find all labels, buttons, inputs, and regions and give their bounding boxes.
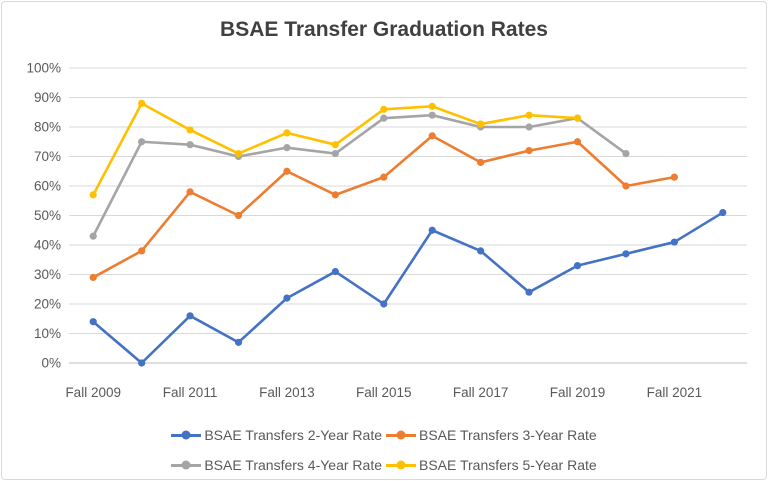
- data-point-marker: [622, 250, 630, 258]
- data-point-marker: [670, 238, 678, 246]
- data-point-marker: [234, 149, 243, 158]
- data-point-marker: [89, 318, 97, 326]
- data-point-marker: [138, 99, 146, 107]
- data-point-marker: [525, 288, 533, 296]
- data-point-marker: [186, 141, 194, 149]
- data-point-marker: [622, 149, 630, 158]
- legend-line-marker-icon: [171, 433, 202, 437]
- x-tick-label: Fall 2021: [647, 385, 703, 400]
- legend-label: BSAE Transfers 3-Year Rate: [419, 427, 597, 443]
- data-point-marker: [477, 247, 485, 255]
- data-point-marker: [283, 294, 291, 302]
- data-point-marker: [525, 147, 533, 155]
- x-tick-label: Fall 2017: [453, 385, 509, 400]
- y-tick-label: 50%: [34, 208, 61, 223]
- legend-row: BSAE Transfers 2-Year Rate BSAE Transfers…: [171, 421, 597, 449]
- data-point-marker: [428, 111, 436, 119]
- data-point-marker: [573, 262, 582, 270]
- data-point-marker: [283, 129, 291, 137]
- y-tick-label: 70%: [34, 149, 61, 164]
- chart-title: BSAE Transfer Graduation Rates: [220, 18, 548, 41]
- y-tick-label: 30%: [34, 267, 61, 282]
- data-point-marker: [89, 191, 97, 199]
- data-point-marker: [331, 267, 339, 276]
- x-tick-label: Fall 2013: [259, 385, 315, 400]
- legend-item: BSAE Transfers 5-Year Rate: [386, 457, 597, 473]
- legend: BSAE Transfers 2-Year Rate BSAE Transfers…: [2, 421, 766, 479]
- data-point-marker: [331, 191, 339, 199]
- data-point-marker: [428, 102, 436, 110]
- data-point-marker: [380, 173, 388, 181]
- legend-line-marker-icon: [386, 463, 416, 467]
- x-tick-label: Fall 2019: [550, 385, 606, 400]
- legend-row: BSAE Transfers 4-Year Rate BSAE Transfers…: [171, 451, 597, 479]
- legend-label: BSAE Transfers 2-Year Rate: [204, 427, 382, 443]
- data-point-marker: [428, 226, 436, 234]
- legend-label: BSAE Transfers 5-Year Rate: [419, 457, 597, 473]
- series-line: [91, 102, 579, 197]
- data-point-marker: [525, 111, 533, 119]
- data-point-marker: [89, 273, 97, 282]
- x-tick-label: Fall 2015: [356, 385, 412, 400]
- series-line: [91, 134, 676, 279]
- data-point-marker: [138, 247, 146, 255]
- y-tick-label: 20%: [34, 297, 61, 312]
- data-point-marker: [186, 188, 194, 196]
- data-point-marker: [283, 167, 291, 175]
- data-point-marker: [283, 144, 291, 152]
- x-tick-label: Fall 2009: [65, 385, 121, 400]
- data-point-marker: [331, 149, 339, 158]
- data-point-marker: [428, 132, 436, 140]
- y-tick-label: 100%: [26, 61, 61, 76]
- legend-label: BSAE Transfers 4-Year Rate: [204, 457, 382, 473]
- legend-line-marker-icon: [386, 433, 416, 437]
- y-tick-label: 90%: [34, 90, 61, 105]
- data-point-marker: [234, 338, 243, 346]
- data-point-marker: [525, 123, 533, 131]
- data-point-marker: [670, 173, 678, 181]
- data-point-marker: [138, 359, 146, 367]
- data-point-marker: [477, 120, 485, 128]
- y-tick-label: 80%: [34, 120, 61, 135]
- data-point-marker: [622, 182, 630, 190]
- series-line: [91, 211, 725, 365]
- data-point-marker: [380, 105, 388, 113]
- series-line: [91, 113, 628, 238]
- y-tick-label: 60%: [34, 179, 61, 194]
- data-point-marker: [380, 300, 388, 308]
- data-point-marker: [186, 312, 194, 320]
- data-point-marker: [138, 138, 146, 146]
- y-tick-label: 10%: [34, 326, 61, 341]
- data-point-marker: [573, 138, 582, 146]
- legend-item: BSAE Transfers 4-Year Rate: [171, 457, 382, 473]
- y-tick-label: 0%: [41, 356, 61, 371]
- data-point-marker: [331, 141, 339, 149]
- data-point-marker: [89, 232, 97, 240]
- legend-line-marker-icon: [171, 463, 202, 467]
- data-point-marker: [380, 114, 388, 122]
- y-tick-label: 40%: [34, 238, 61, 253]
- legend-item: BSAE Transfers 3-Year Rate: [386, 427, 597, 443]
- data-point-marker: [573, 114, 582, 122]
- data-point-marker: [719, 208, 727, 217]
- data-point-marker: [234, 211, 243, 220]
- x-tick-label: Fall 2011: [163, 385, 218, 400]
- data-point-marker: [477, 158, 485, 166]
- legend-item: BSAE Transfers 2-Year Rate: [171, 427, 382, 443]
- data-point-marker: [186, 126, 194, 134]
